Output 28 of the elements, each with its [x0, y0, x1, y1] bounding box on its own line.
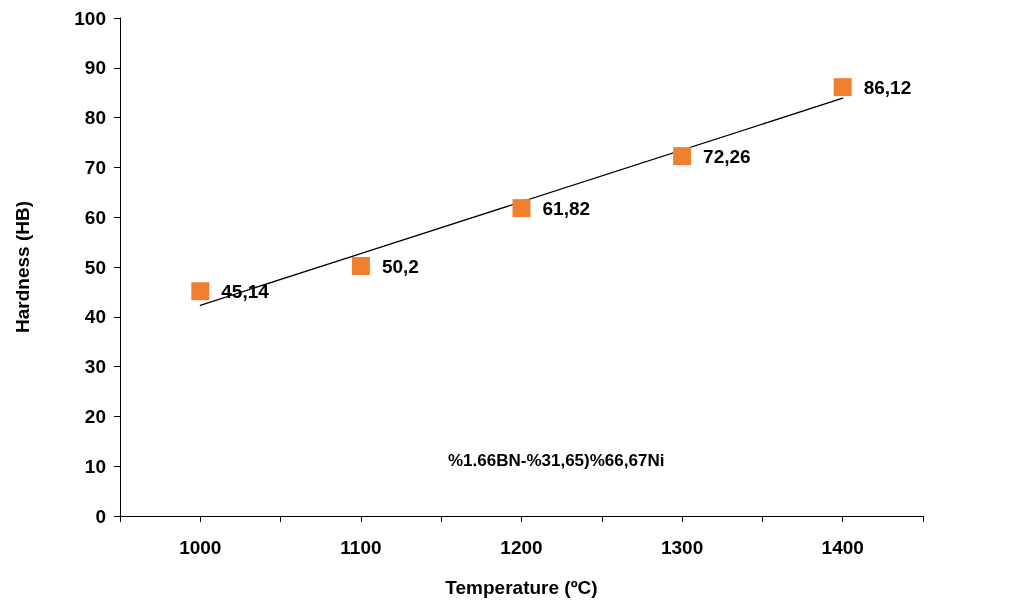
point [512, 199, 531, 218]
point [191, 282, 210, 301]
x-tick-label: 1000 [179, 537, 222, 558]
y-tick-label: 80 [84, 107, 106, 129]
annotation: %1.66BN-%31,65)%66,67Ni [448, 451, 665, 470]
y-tick-label: 100 [74, 7, 106, 29]
x-tick-label: 1100 [340, 537, 382, 558]
x-tick-label: 1300 [660, 537, 704, 558]
point [673, 147, 692, 166]
data-label: 72,26 [703, 145, 751, 167]
y-tick-label: 60 [84, 206, 106, 228]
x-axis-title: Temperature (ºC) [445, 577, 598, 598]
y-tick-label: 70 [84, 156, 106, 178]
y-tick-label: 90 [84, 57, 106, 79]
point [351, 257, 370, 275]
y-axis-title: Hardness (HB) [12, 201, 33, 333]
point [833, 78, 852, 97]
y-tick-label: 10 [84, 455, 106, 477]
y-tick-label: 30 [84, 356, 106, 378]
data-label: 50,2 [381, 255, 419, 277]
x-tick-label: 1400 [821, 537, 864, 558]
x-tick-label: 1200 [500, 537, 543, 558]
data-label: 61,82 [542, 197, 591, 219]
y-tick-label: 0 [95, 505, 106, 527]
y-tick-label: 50 [84, 256, 106, 278]
y-tick-label: 40 [84, 306, 106, 328]
y-tick-label: 20 [84, 405, 106, 427]
data-label: 86,12 [863, 76, 912, 98]
